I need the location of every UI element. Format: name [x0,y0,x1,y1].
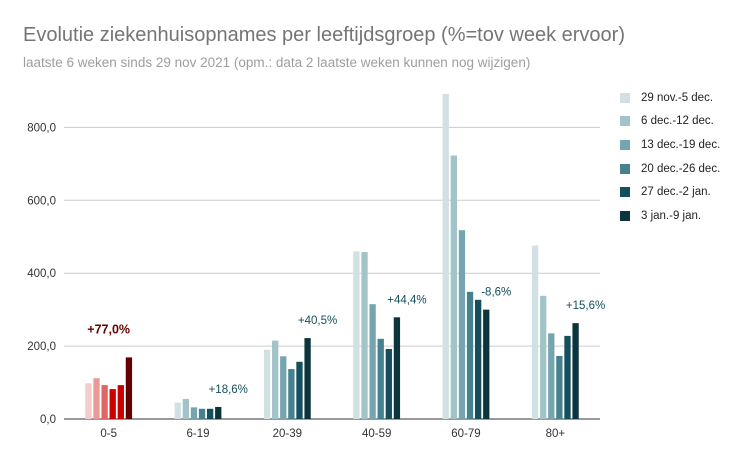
legend-item: 13 dec.-19 dec. [620,133,742,157]
x-tick-label: 80+ [546,428,566,440]
x-tick-label: 6-19 [186,428,209,440]
bar [174,402,181,419]
bar [442,93,449,419]
bar [450,155,457,420]
bar [215,406,222,419]
data-annotation: +44,4% [387,294,426,306]
bar [85,383,92,419]
bar [540,295,547,419]
bar [198,408,206,419]
legend-label: 27 dec.-2 jan. [641,186,711,199]
bar [190,407,198,419]
y-tick-label: 800,0 [27,122,56,134]
legend-item: 29 nov.-5 dec. [620,86,742,110]
bar [182,398,189,419]
legend-swatch [620,139,630,150]
bar [353,251,360,419]
bar [466,291,474,419]
legend-swatch [620,187,630,198]
bar [548,333,555,419]
x-tick-label: 60-79 [451,428,480,440]
legend-swatch [620,163,630,174]
bar [207,408,214,419]
bar-chart: 0,0 200,0 400,0 600,0 800,0 0-5 +77,0% 6-19 +18,… [27,93,605,440]
data-annotation: +77,0% [87,322,130,336]
bar [109,389,116,419]
x-tick-label: 0-5 [100,428,117,440]
legend-item: 6 dec.-12 dec. [620,110,742,134]
bar [93,378,100,419]
legend-label: 3 jan.-9 jan. [641,209,702,222]
bar [531,245,539,419]
y-tick-label: 400,0 [27,268,56,280]
x-tick-label: 40-59 [362,428,391,440]
bar [296,361,303,419]
bar [288,369,295,419]
legend-label: 20 dec.-26 dec. [641,162,721,175]
legend-item: 27 dec.-2 jan. [620,180,742,204]
chart-legend: 29 nov.-5 dec. 6 dec.-12 dec. 13 dec.-19… [620,86,742,228]
x-tick-label: 20-39 [273,428,302,440]
legend-label: 29 nov.-5 dec. [641,91,714,104]
y-tick-label: 600,0 [27,195,56,207]
bar [572,323,579,419]
bar [393,317,401,419]
y-tick-label: 0,0 [40,414,56,426]
data-annotation: -8,6% [481,287,511,299]
bar [458,230,466,419]
bar [475,299,482,419]
legend-swatch [620,116,630,127]
legend-swatch [620,92,630,103]
legend-item: 3 jan.-9 jan. [620,204,742,228]
data-annotation: +40,5% [298,315,337,327]
y-tick-label: 200,0 [27,341,56,353]
bar [272,340,279,419]
bar [385,349,392,419]
data-annotation: +15,6% [566,300,605,312]
data-annotation: +18,6% [209,384,248,396]
bar [377,338,384,419]
bar [361,252,368,419]
bar [117,385,124,419]
bar [280,356,287,419]
legend-swatch [620,210,630,221]
bar [101,385,108,419]
legend-label: 6 dec.-12 dec. [641,115,714,128]
bar [556,355,563,419]
bar [483,309,490,419]
bar [564,335,571,419]
legend-item: 20 dec.-26 dec. [620,157,742,181]
legend-label: 13 dec.-19 dec. [641,138,721,151]
bar [263,349,271,419]
bar [369,304,376,419]
chart-subtitle: laatste 6 weken sinds 29 nov 2021 (opm.:… [23,55,531,70]
bar [304,338,311,419]
bar [125,357,133,419]
chart-title: Evolutie ziekenhuisopnames per leeftijds… [23,24,625,46]
